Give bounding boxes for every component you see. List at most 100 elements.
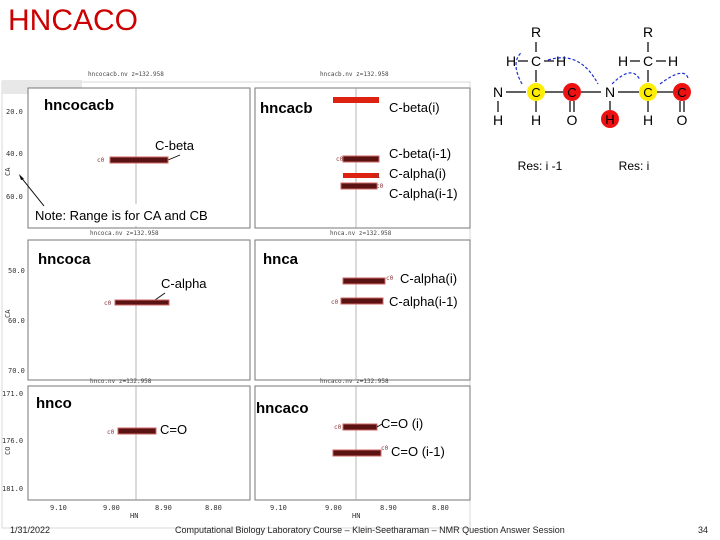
atom-h: H	[668, 53, 678, 69]
x-tick: 9.10	[270, 504, 287, 512]
peak-tag: c0	[104, 300, 112, 307]
atom-c-carbonyl-prev: C	[567, 85, 576, 100]
peak-co-i-1	[332, 449, 382, 457]
x-tick: 9.00	[103, 504, 120, 512]
y-tick: 70.0	[8, 367, 25, 375]
residue-label-prev: Res: i -1	[518, 159, 563, 173]
peak-annotation: C=O (i)	[381, 416, 423, 431]
peak-annotation: C-alpha(i-1)	[389, 294, 458, 309]
peak-tag: c1	[373, 173, 381, 180]
r-group-prev: R	[531, 24, 541, 40]
panel-hncaco: hncaco.nv z=132.958 hncaco c0 C=O (i) c0…	[254, 378, 471, 501]
panel-title: hnca	[263, 251, 299, 268]
atom-o: O	[567, 112, 578, 128]
x-tick: 8.80	[205, 504, 222, 512]
y-axis-label: CA	[4, 309, 12, 318]
panel-title: hnco	[36, 395, 72, 412]
transfer-arrow	[659, 72, 689, 85]
note-box	[31, 204, 249, 226]
atom-c-beta: C	[531, 53, 541, 69]
peak-cb-i	[333, 97, 379, 103]
x-tick: 9.00	[325, 504, 342, 512]
peak-tag: c0	[331, 299, 339, 306]
peak-tag: c0	[336, 156, 344, 163]
note-arrowhead	[19, 174, 24, 180]
y-tick: 176.0	[2, 437, 23, 445]
y-tick: 181.0	[2, 485, 23, 493]
c-alpha-prev-highlight	[527, 83, 545, 101]
y-tick: 40.0	[6, 150, 23, 158]
x-tick: 8.90	[155, 504, 172, 512]
peak-annotation: C-beta	[155, 138, 195, 153]
x-axis-label: HN	[352, 512, 360, 520]
panel-hnco: hnco.nv z=132.958 hnco c0 C=O	[27, 378, 251, 501]
peak-annotation: C-beta(i)	[389, 100, 440, 115]
atom-h: H	[493, 112, 503, 128]
note-arrow	[19, 175, 45, 207]
y-tick: 50.0	[8, 267, 25, 275]
panel-header: hncocacb.nv z=132.958	[88, 71, 164, 78]
panel-border	[254, 385, 471, 501]
x-tick: 8.80	[432, 504, 449, 512]
peak-cb	[109, 156, 169, 164]
r-group-curr: R	[643, 24, 653, 40]
x-axis-label: HN	[130, 512, 138, 520]
atom-o: O	[677, 112, 688, 128]
atom-c-carbonyl-curr: C	[677, 85, 686, 100]
panel-title: hncaco	[256, 400, 309, 417]
peak-tag: c0	[376, 183, 384, 190]
peak-tag: c0	[381, 445, 389, 452]
peak-ca-i	[343, 173, 379, 178]
y-tick: 171.0	[2, 390, 23, 398]
peak-annotation: C-alpha(i)	[400, 271, 457, 286]
atom-h: H	[556, 53, 566, 69]
transfer-arrow	[611, 72, 641, 85]
panel-hnca: hnca.nv z=132.958 hnca c0 C-alpha(i) c0 …	[254, 230, 471, 381]
peak-ca-i-1	[340, 182, 378, 190]
panel-header: hncoca.nv z=132.958	[90, 230, 159, 237]
atom-h: H	[531, 112, 541, 128]
atom-c-alpha-curr: C	[643, 85, 652, 100]
backbone-structure: R R H C H H C H N C C N C C H H O H H O …	[493, 24, 691, 173]
c-carbonyl-prev-highlight	[563, 83, 581, 101]
y-axis-label: CO	[4, 447, 12, 455]
peak-annotation: C=O (i-1)	[391, 444, 445, 459]
y-axis-label: CA	[4, 167, 12, 176]
peak-annotation: C-beta(i-1)	[389, 146, 451, 161]
slide-title: HNCACO	[8, 4, 139, 37]
range-note: Note: Range is for CA and CB	[35, 208, 208, 223]
annotation-line	[376, 423, 383, 428]
panel-border	[254, 239, 471, 381]
residue-label-curr: Res: i	[619, 159, 650, 173]
y-tick: 60.0	[6, 193, 23, 201]
peak-tag: c0	[386, 275, 394, 282]
x-tick: 8.90	[380, 504, 397, 512]
panel-hncoca: hncoca.nv z=132.958 hncoca C-alpha c0	[27, 230, 251, 381]
peak-cb-i-1	[342, 155, 380, 163]
peak-ca-i	[342, 277, 386, 285]
page-number: 34	[698, 525, 709, 535]
panel-hncacb: hncacb.nv z=132.958 hncacb C-beta(i) c0 …	[254, 71, 471, 229]
atom-n-prev: N	[493, 84, 503, 100]
atom-h: H	[506, 53, 516, 69]
atom-h: H	[643, 112, 653, 128]
footer-text: Computational Biology Laboratory Course …	[175, 525, 565, 535]
peak-co	[117, 427, 157, 435]
panel-title: hncocacb	[44, 97, 114, 114]
peak-tag: c0	[334, 424, 342, 431]
y-tick: 20.0	[6, 108, 23, 116]
panel-header: hncaco.nv z=132.958	[320, 378, 389, 385]
transfer-arrow	[515, 51, 523, 85]
peak-annotation: C-alpha(i-1)	[389, 186, 458, 201]
atom-c-alpha-prev: C	[531, 85, 540, 100]
annotation-line	[154, 292, 166, 301]
peak-co-i	[342, 423, 378, 431]
panel-header: hncacb.nv z=132.958	[320, 71, 389, 78]
panel-border	[27, 385, 251, 501]
annotation-line	[167, 154, 181, 161]
h-amide-highlight	[601, 110, 619, 128]
panel-border	[27, 239, 251, 381]
peak-annotation: C-alpha	[161, 276, 207, 291]
atom-h: H	[618, 53, 628, 69]
atom-h-amide: H	[605, 112, 614, 127]
